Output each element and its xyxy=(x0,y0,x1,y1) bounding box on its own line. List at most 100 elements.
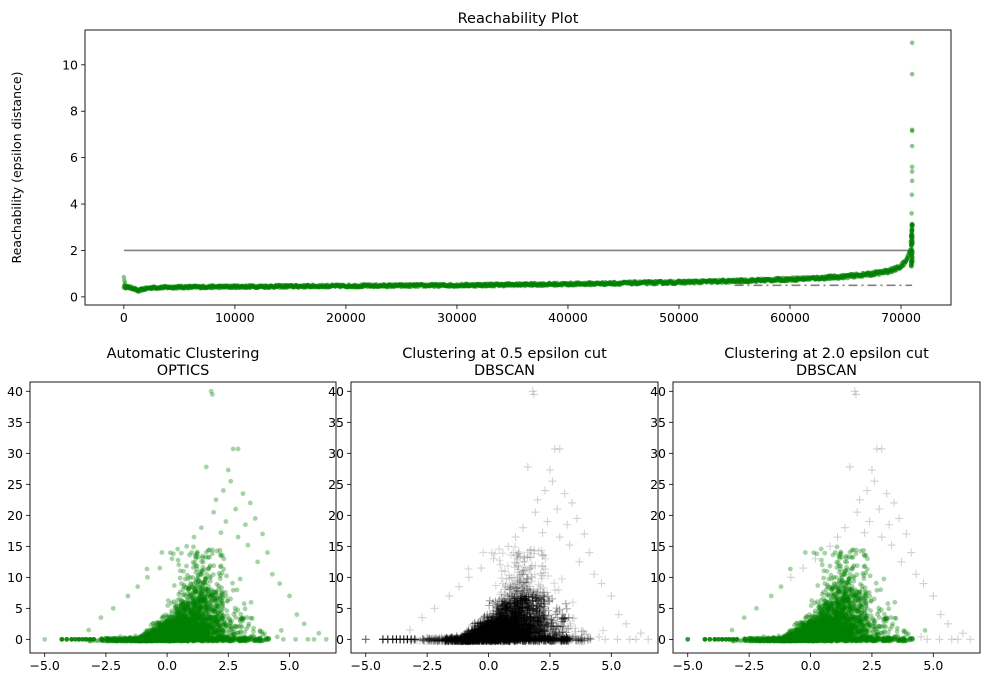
point-marker xyxy=(190,610,195,615)
point-marker xyxy=(192,623,198,629)
point-marker xyxy=(545,466,554,475)
point-marker xyxy=(203,599,208,605)
point-marker xyxy=(181,635,187,641)
point-marker xyxy=(172,621,178,627)
point-marker xyxy=(198,627,204,633)
point-marker xyxy=(189,596,194,602)
point-marker xyxy=(176,632,182,638)
point-marker xyxy=(228,620,233,626)
point-marker xyxy=(148,628,154,634)
point-marker xyxy=(128,637,133,643)
point-marker xyxy=(179,598,185,604)
point-marker xyxy=(184,631,190,637)
x-tick-label: 0 xyxy=(120,310,128,325)
point-marker xyxy=(211,594,217,600)
point-marker xyxy=(171,621,176,626)
point-marker xyxy=(213,497,219,503)
point-marker xyxy=(144,633,150,639)
point-marker xyxy=(175,629,181,635)
point-marker xyxy=(202,615,208,621)
point-marker xyxy=(200,601,206,606)
point-marker xyxy=(191,611,197,616)
point-marker xyxy=(225,613,230,619)
point-marker xyxy=(128,638,134,644)
point-marker xyxy=(188,619,194,624)
point-marker xyxy=(120,635,126,641)
point-marker xyxy=(180,610,186,616)
point-marker xyxy=(155,633,161,639)
point-marker xyxy=(195,582,201,588)
point-marker xyxy=(200,596,206,602)
point-marker xyxy=(221,636,227,642)
point-marker xyxy=(213,618,219,624)
point-marker xyxy=(142,638,148,644)
point-marker xyxy=(154,635,160,641)
point-marker xyxy=(158,637,164,643)
point-marker xyxy=(172,608,178,614)
point-marker xyxy=(178,625,184,630)
point-marker xyxy=(219,585,224,591)
point-marker xyxy=(156,633,162,639)
reachability-outlier xyxy=(909,178,915,184)
point-marker xyxy=(188,617,194,623)
point-marker xyxy=(187,620,193,626)
point-marker xyxy=(217,623,223,629)
point-marker xyxy=(174,618,180,623)
point-marker xyxy=(477,564,486,573)
point-marker xyxy=(173,634,179,640)
point-marker xyxy=(175,546,181,552)
point-marker xyxy=(203,634,209,640)
point-marker xyxy=(194,636,199,641)
point-marker xyxy=(184,602,189,608)
point-marker xyxy=(148,631,153,637)
point-marker xyxy=(182,633,188,639)
point-marker xyxy=(157,638,163,644)
point-marker xyxy=(138,635,144,641)
point-marker xyxy=(199,598,205,604)
reachability-outlier xyxy=(121,274,127,280)
point-marker xyxy=(177,609,183,615)
point-marker xyxy=(138,635,144,641)
point-marker xyxy=(168,634,174,640)
point-marker xyxy=(169,556,175,562)
point-marker xyxy=(178,628,184,634)
point-marker xyxy=(176,621,182,627)
axes-title: OPTICS xyxy=(157,363,210,379)
point-marker xyxy=(572,514,581,523)
reachability-outlier xyxy=(909,128,915,134)
point-marker xyxy=(200,637,205,643)
point-marker xyxy=(180,622,186,628)
point-marker xyxy=(158,637,164,643)
point-marker xyxy=(168,622,174,628)
point-marker xyxy=(188,631,194,637)
point-marker xyxy=(197,635,202,641)
point-marker xyxy=(172,635,178,641)
point-marker xyxy=(182,637,188,643)
point-marker xyxy=(199,559,204,564)
point-marker xyxy=(197,614,203,620)
point-marker xyxy=(178,608,184,614)
point-marker xyxy=(165,632,171,638)
point-marker xyxy=(173,625,179,630)
y-tick-label: 30 xyxy=(7,446,23,461)
point-marker xyxy=(205,632,210,638)
point-marker xyxy=(192,615,198,621)
point-marker xyxy=(575,557,584,566)
point-marker xyxy=(140,637,146,642)
point-marker xyxy=(186,632,192,637)
point-marker xyxy=(259,629,265,635)
point-marker xyxy=(195,601,200,607)
point-marker xyxy=(182,630,188,636)
point-marker xyxy=(171,620,177,626)
point-marker xyxy=(186,616,192,622)
point-marker xyxy=(169,631,175,637)
point-marker xyxy=(170,618,176,624)
reachability-outlier xyxy=(909,211,914,216)
point-marker xyxy=(195,583,200,589)
point-marker xyxy=(160,628,166,634)
point-marker xyxy=(189,625,195,630)
point-marker xyxy=(181,626,187,632)
point-marker xyxy=(262,631,267,637)
point-marker xyxy=(218,626,224,632)
point-marker xyxy=(209,392,215,397)
